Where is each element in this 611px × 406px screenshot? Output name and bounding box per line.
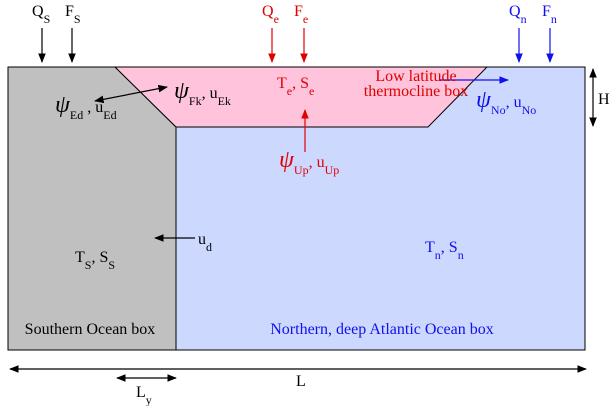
symbol: F: [65, 3, 74, 20]
subscript: Ek: [218, 94, 231, 108]
symbol: u: [95, 99, 103, 116]
label: Ly: [136, 384, 152, 406]
label: ψNo, uNo: [476, 87, 536, 117]
subscript: Fk: [189, 94, 202, 108]
label: ψEd , uEd: [55, 92, 117, 122]
label: Qn: [509, 3, 527, 26]
subscript: e: [287, 84, 292, 98]
subscript: S: [85, 258, 92, 272]
label: QS: [32, 3, 50, 26]
box-name: Southern Ocean box: [25, 321, 156, 338]
low-latitude-box: [113, 66, 489, 128]
symbol: L: [136, 384, 146, 401]
arrows: [9, 28, 597, 382]
subscript: Up: [294, 163, 309, 177]
subscript: d: [206, 240, 212, 254]
subscript: Ed: [70, 108, 83, 122]
subscript: e: [303, 12, 308, 26]
dimension: H: [598, 91, 610, 108]
symbol: u: [210, 85, 218, 102]
subscript: n: [551, 12, 557, 26]
symbol: T: [425, 239, 435, 256]
symbol: Q: [262, 3, 274, 20]
label-text: ,: [292, 75, 300, 92]
label: Fe: [294, 3, 308, 26]
symbol: ψ: [174, 78, 190, 104]
label: FS: [65, 3, 81, 26]
subscript: No: [491, 103, 506, 117]
symbol: ψ: [476, 87, 492, 113]
label: ud: [198, 231, 212, 254]
label-text: ,: [83, 99, 95, 116]
label: Te, Se: [277, 75, 314, 98]
symbol: T: [75, 249, 85, 266]
subscript: n: [521, 12, 527, 26]
box-name: Low latitude: [375, 68, 456, 85]
symbol: F: [294, 3, 303, 20]
symbol: Q: [509, 3, 521, 20]
symbol: ψ: [55, 92, 71, 118]
label: ψFk, uEk: [174, 78, 231, 108]
subscript: S: [74, 12, 81, 26]
subscript: n: [458, 248, 464, 262]
subscript: n: [435, 248, 441, 262]
symbol: S: [449, 239, 458, 256]
label: ψUp, uUp: [279, 147, 339, 177]
arrow: [94, 84, 168, 104]
label-text: ,: [309, 154, 317, 171]
symbol: S: [99, 249, 108, 266]
label: Tn, Sn: [425, 239, 464, 262]
symbol: u: [317, 154, 325, 171]
symbol: Q: [32, 3, 44, 20]
symbol: ψ: [279, 147, 295, 173]
subscript: Up: [325, 163, 340, 177]
label-text: ,: [506, 94, 514, 111]
symbol: u: [514, 94, 522, 111]
label-text: ,: [441, 239, 449, 256]
box-name: Northern, deep Atlantic Ocean box: [270, 321, 493, 338]
symbol: F: [542, 3, 551, 20]
label: Fn: [542, 3, 557, 26]
label: Qe: [262, 3, 279, 26]
symbol: S: [300, 75, 309, 92]
box-name: thermocline box: [364, 83, 468, 100]
subscript: S: [108, 258, 115, 272]
symbol: T: [277, 75, 287, 92]
subscript: e: [309, 84, 314, 98]
subscript: y: [146, 393, 152, 406]
subscript: No: [522, 103, 537, 117]
subscript: Ed: [103, 108, 116, 122]
subscript: S: [44, 12, 51, 26]
label-text: ,: [202, 85, 210, 102]
symbol: u: [198, 231, 206, 248]
subscript: e: [274, 12, 279, 26]
label-text: ,: [91, 249, 99, 266]
label: TS, SS: [75, 249, 115, 272]
dimension: L: [296, 373, 306, 390]
